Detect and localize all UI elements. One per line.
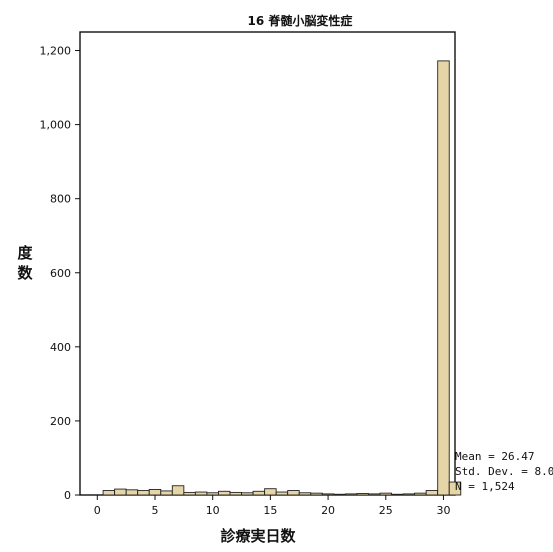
histogram-bars [102, 60, 462, 496]
histogram-bar [391, 493, 404, 496]
histogram-bar [414, 492, 427, 496]
histogram-bar [137, 490, 150, 496]
histogram-bar [275, 491, 289, 496]
y-axis: 0 200 400 600 800 1,000 1,200 [40, 45, 80, 502]
x-axis-label: 診療実日数 [220, 527, 296, 545]
chart-title: 16 脊髄小脳変性症 [248, 13, 353, 28]
x-tick-label: 30 [436, 504, 450, 517]
histogram-bar [321, 493, 335, 496]
y-axis-label-2: 数 [17, 264, 33, 282]
x-tick-label: 20 [321, 504, 335, 517]
y-tick-label: 400 [50, 341, 71, 354]
histogram-bar [333, 493, 346, 496]
y-tick-label: 600 [50, 267, 71, 280]
histogram-bar [252, 490, 266, 496]
histogram-bar [171, 485, 185, 496]
x-tick-label: 5 [152, 504, 159, 517]
histogram-bar [206, 492, 219, 496]
x-tick-label: 0 [94, 504, 101, 517]
histogram-bar [125, 489, 139, 496]
plot-frame [79, 31, 456, 496]
histogram-bar [298, 492, 312, 496]
histogram-bar [183, 491, 196, 496]
x-tick-label: 15 [263, 504, 277, 517]
y-tick-label: 1,200 [40, 45, 72, 58]
stat-mean: Mean = 26.47 [455, 450, 534, 463]
histogram-bar [368, 493, 381, 496]
histogram-bar [344, 493, 358, 496]
histogram-bar [402, 493, 416, 496]
x-axis: 0 5 10 15 20 25 30 [94, 495, 450, 517]
histogram-bar [102, 490, 116, 496]
y-tick-label: 1,000 [40, 119, 72, 132]
histogram-bar [356, 493, 369, 496]
stat-std-dev: Std. Dev. = 8.01 [455, 465, 553, 478]
histogram-bar [437, 60, 450, 496]
histogram-bar [425, 490, 439, 496]
histogram-bar [114, 488, 127, 496]
histogram-bar [241, 492, 254, 496]
y-tick-label: 200 [50, 415, 71, 428]
histogram-bar [229, 491, 242, 496]
histogram-bar [194, 491, 208, 496]
histogram-bar [264, 488, 277, 496]
y-tick-label: 800 [50, 193, 71, 206]
x-tick-label: 10 [206, 504, 220, 517]
histogram-bar [148, 488, 162, 496]
histogram-bar [287, 490, 300, 496]
histogram-bar [379, 492, 392, 496]
histogram-bar [218, 490, 231, 496]
y-tick-label: 0 [64, 489, 71, 502]
histogram-bar [448, 481, 462, 496]
histogram-bar [310, 492, 323, 496]
y-axis-label-1: 度 [17, 244, 33, 262]
stat-n: N = 1,524 [455, 480, 515, 493]
histogram-bar [160, 490, 173, 496]
x-tick-label: 25 [379, 504, 393, 517]
